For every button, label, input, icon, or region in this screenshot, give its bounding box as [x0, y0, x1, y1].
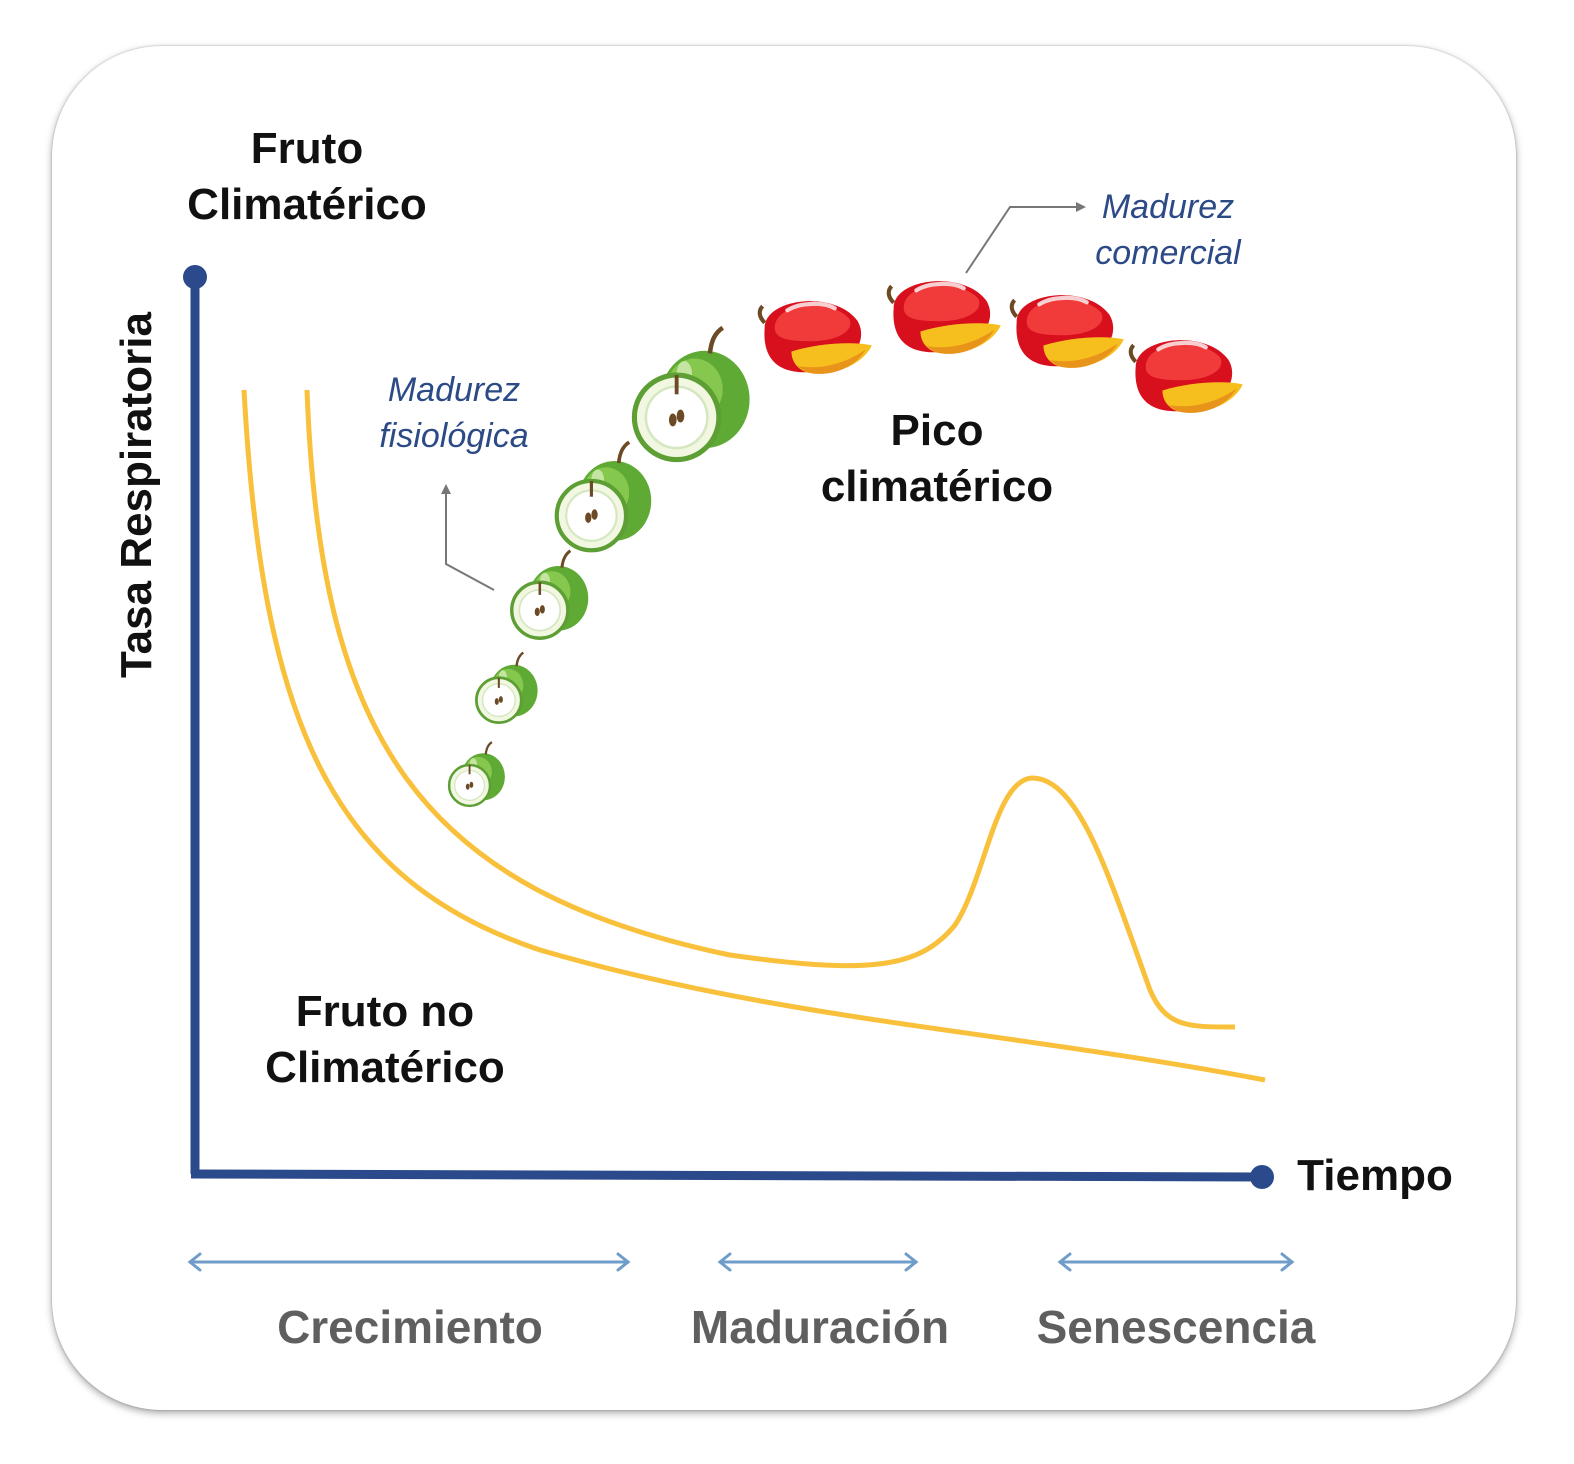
- commercial-maturity-note: Madurez comercial: [1068, 185, 1268, 277]
- x-axis-label: Tiempo: [1297, 1151, 1453, 1200]
- phase-label-senescencia: Senescencia: [1036, 1301, 1316, 1353]
- red-mango-icon: [760, 301, 872, 374]
- phase-arrow-crecimiento: [187, 1252, 631, 1272]
- phase-label-maduracion: Maduración: [690, 1301, 950, 1353]
- physiological-leader-line: [445, 487, 495, 591]
- title-climacteric: Fruto Climatérico: [157, 121, 457, 234]
- green-apple-icon: [510, 549, 590, 640]
- climacteric-curve: [304, 389, 1236, 1030]
- green-apple-icon: [475, 651, 539, 724]
- non-climacteric-label: Fruto no Climatérico: [230, 984, 540, 1097]
- commercial-line2: comercial: [1095, 233, 1241, 272]
- phase-label-crecimiento: Crecimiento: [277, 1301, 543, 1353]
- red-mango-icon: [1131, 340, 1243, 413]
- y-axis-label: Tasa Respiratoria: [112, 312, 161, 679]
- title-line2: Climatérico: [187, 180, 427, 230]
- x-axis-endpoint: [1250, 1165, 1274, 1189]
- commercial-leader-line: [965, 206, 1082, 274]
- non-climacteric-line2: Climatérico: [265, 1043, 505, 1093]
- peak-label-line2: climatérico: [820, 462, 1054, 512]
- green-apple-icon: [447, 740, 507, 808]
- y-axis-endpoint: [183, 265, 207, 289]
- red-mango-icon: [889, 281, 1001, 354]
- physiological-line1: Madurez: [387, 371, 521, 409]
- green-apple-icon: [557, 442, 652, 550]
- phase-arrow-senescencia: [1057, 1252, 1295, 1272]
- physiological-line2: fisiológica: [379, 416, 529, 455]
- climacteric-peak-label: Pico climatérico: [787, 403, 1087, 516]
- physiological-arrowhead: [441, 484, 451, 494]
- phase-arrow-maduracion: [717, 1252, 919, 1272]
- commercial-line1: Madurez: [1101, 188, 1235, 226]
- commercial-arrowhead: [1076, 202, 1086, 212]
- title-line1: Fruto: [250, 124, 364, 173]
- non-climacteric-curve: [241, 389, 1266, 1083]
- physiological-maturity-note: Madurez fisiológica: [344, 368, 564, 460]
- red-mango-icon: [1012, 295, 1124, 368]
- x-axis: [190, 1169, 1263, 1182]
- peak-label-line1: Pico: [890, 406, 984, 455]
- non-climacteric-line1: Fruto no: [295, 987, 475, 1036]
- green-apple-icon: [634, 328, 749, 460]
